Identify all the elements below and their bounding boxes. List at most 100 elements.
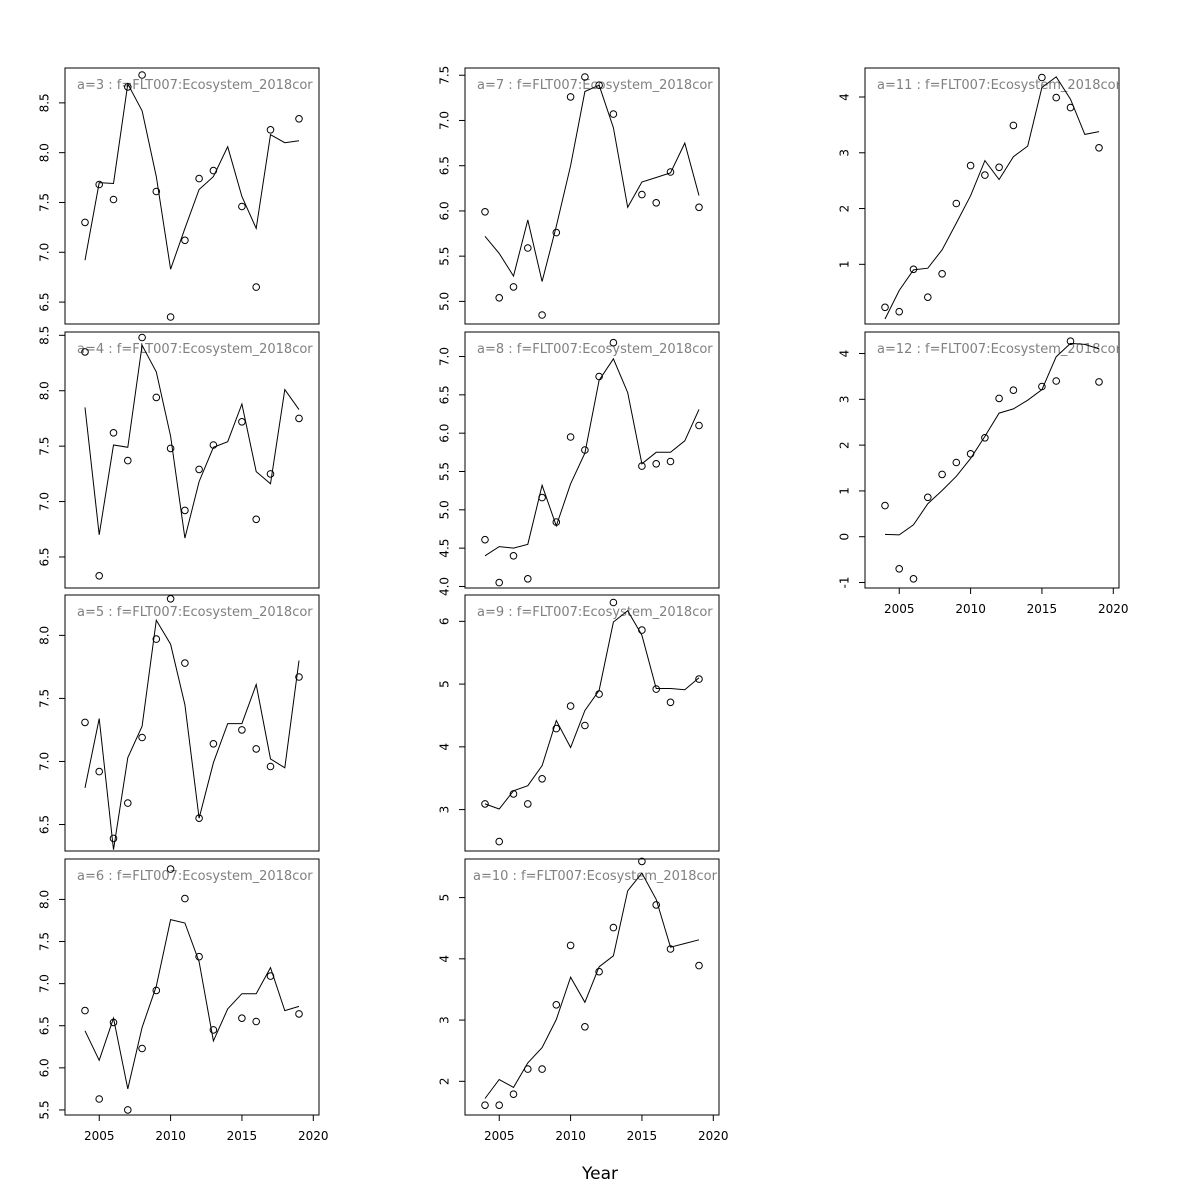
y-tick-label: 7.5 bbox=[38, 437, 52, 456]
fitted-line bbox=[884, 342, 1100, 536]
y-tick-label: 8.0 bbox=[38, 381, 52, 400]
panel-10: -1 0 1 2 3 4 2005 2010 2015 2020 a=12 : f=FLT007:E… bbox=[838, 331, 1129, 616]
data-point bbox=[581, 1023, 589, 1031]
data-point bbox=[652, 199, 661, 207]
fitted-line bbox=[84, 618, 300, 850]
data-point bbox=[166, 313, 175, 321]
data-point bbox=[495, 294, 504, 302]
data-point bbox=[81, 718, 89, 727]
data-point bbox=[95, 1095, 103, 1103]
y-tick-label: 3 bbox=[838, 395, 852, 403]
y-tick-label: 7.0 bbox=[38, 974, 52, 993]
y-tick-label: 3 bbox=[438, 1016, 452, 1024]
x-tick-label: 2015 bbox=[227, 1129, 258, 1143]
data-point bbox=[924, 293, 932, 302]
fitted-line bbox=[484, 84, 700, 282]
data-point bbox=[195, 174, 203, 183]
panel-title: a=8 : f=FLT007:Ecosystem_2018cor bbox=[477, 342, 713, 357]
data-point bbox=[581, 73, 589, 81]
y-tick-label: 6.0 bbox=[438, 424, 452, 443]
x-axis-label: Year bbox=[581, 1164, 618, 1184]
data-point bbox=[252, 515, 261, 524]
x-tick-label: 2010 bbox=[155, 1129, 186, 1143]
y-tick-label: 6.0 bbox=[438, 201, 452, 220]
data-point bbox=[895, 565, 904, 573]
data-point bbox=[209, 740, 218, 748]
data-point bbox=[195, 814, 203, 823]
data-point bbox=[524, 800, 532, 808]
data-point bbox=[266, 972, 275, 980]
panel-7: 3 4 5 6 a=9 : f=FLT007:Ecosystem_2018cor bbox=[438, 594, 720, 852]
panel-6: 4.0 4.5 5.0 5.5 6.0 6.5 7.0 a=8 : f=FLT007:Ecos… bbox=[438, 331, 720, 596]
data-point bbox=[481, 800, 489, 808]
y-tick-label: 8.0 bbox=[38, 143, 52, 162]
panel-title-group: a=4 : f=FLT007:Ecosystem_2018cor bbox=[77, 342, 313, 357]
panel-title-group: a=10 : f=FLT007:Ecosystem_2018cor bbox=[473, 869, 718, 884]
data-point bbox=[524, 575, 532, 583]
y-tick-label: 5.5 bbox=[38, 1100, 52, 1119]
y-tick-label: 6.5 bbox=[38, 1016, 52, 1035]
y-tick-label: 3 bbox=[838, 149, 852, 157]
data-point bbox=[695, 675, 703, 683]
data-point bbox=[981, 171, 989, 179]
data-point bbox=[238, 1014, 246, 1023]
data-point bbox=[524, 1065, 532, 1073]
data-point bbox=[924, 493, 932, 502]
data-point bbox=[652, 901, 661, 909]
fitted-line bbox=[884, 76, 1100, 320]
fitted-line bbox=[84, 918, 300, 1090]
series-line-group bbox=[484, 872, 700, 1099]
x-tick-label: 2005 bbox=[84, 1129, 115, 1143]
data-point bbox=[181, 894, 189, 903]
y-tick-label: 8.5 bbox=[38, 93, 52, 112]
x-tick-label: 2020 bbox=[298, 1129, 329, 1143]
data-point bbox=[124, 456, 132, 465]
y-tick-label: 8.0 bbox=[38, 626, 52, 645]
y-tick-label: 6.5 bbox=[438, 156, 452, 175]
data-point bbox=[152, 393, 161, 402]
panel-title-group: a=12 : f=FLT007:Ecosystem_2018cor bbox=[877, 342, 1119, 357]
panel-frame bbox=[64, 858, 320, 1116]
panel-8: 2 3 4 5 2005 2010 2015 2020 a=10 : f=FLT007:Ecos… bbox=[438, 857, 729, 1143]
data-point bbox=[181, 236, 189, 245]
y-tick-label: 7.5 bbox=[38, 689, 52, 708]
x-tick-label: 2020 bbox=[698, 1129, 729, 1143]
data-point bbox=[152, 187, 161, 196]
series-line-group bbox=[484, 609, 700, 810]
y-tick-label: 5.5 bbox=[438, 247, 452, 266]
data-point bbox=[124, 799, 132, 807]
series-line-group bbox=[84, 618, 300, 850]
y-tick-label: 8.5 bbox=[38, 326, 52, 345]
x-tick-label: 2020 bbox=[1098, 602, 1129, 616]
data-point bbox=[638, 857, 646, 866]
data-point bbox=[581, 446, 589, 454]
panel-frame bbox=[464, 858, 720, 1116]
data-point bbox=[566, 93, 575, 101]
data-point bbox=[166, 444, 175, 453]
data-point bbox=[109, 834, 118, 843]
data-point bbox=[509, 552, 518, 560]
data-point bbox=[1009, 121, 1018, 130]
panel-4: 5.5 6.0 6.5 7.0 7.5 8.0 2005 2010 2015 2020 a=6 : … bbox=[38, 858, 329, 1143]
y-tick-label: 6 bbox=[438, 618, 452, 626]
fitted-line bbox=[484, 872, 700, 1099]
data-point bbox=[124, 1106, 132, 1114]
y-tick-label: 2 bbox=[838, 205, 852, 213]
data-point bbox=[509, 790, 518, 798]
data-point bbox=[609, 598, 618, 607]
data-point bbox=[909, 575, 918, 583]
data-point bbox=[609, 923, 618, 932]
data-point bbox=[909, 265, 918, 274]
data-point bbox=[1052, 93, 1060, 102]
panel-title-group: a=11 : f=FLT007:Ecosystem_2018cor bbox=[877, 78, 1119, 93]
panel-1: 6.5 7.0 7.5 8.0 8.5 a=3 : f=FLT007:Ecosystem_… bbox=[38, 67, 320, 325]
panel-3: 6.5 7.0 7.5 8.0 a=5 : f=FLT007:Ecosystem_201… bbox=[38, 594, 320, 852]
panel-frame bbox=[464, 594, 720, 852]
y-tick-label: 1 bbox=[838, 487, 852, 495]
y-tick-label: 5.0 bbox=[438, 292, 452, 311]
data-point bbox=[138, 733, 146, 742]
data-point bbox=[966, 161, 975, 170]
data-point bbox=[952, 199, 961, 208]
y-tick-label: 4 bbox=[838, 93, 852, 101]
data-point bbox=[581, 721, 589, 730]
